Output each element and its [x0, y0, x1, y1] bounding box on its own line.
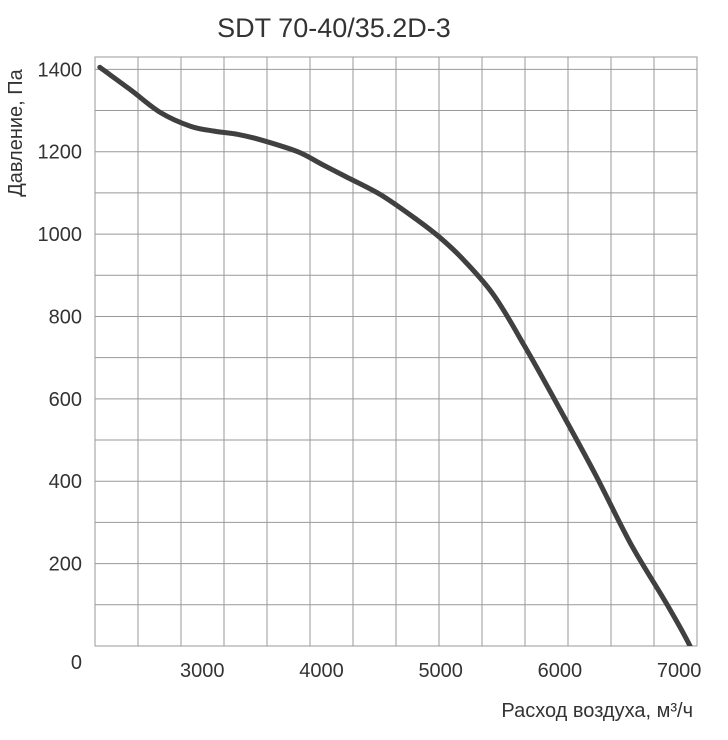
x-tick-label: 3000: [180, 660, 225, 682]
x-tick-label: 5000: [418, 660, 463, 682]
x-axis-ticks: 3000 4000 5000 6000 7000: [180, 660, 701, 682]
y-tick-label: 600: [49, 389, 82, 411]
chart-title: SDT 70-40/35.2D-3: [217, 13, 451, 43]
y-tick-label: 1000: [38, 224, 83, 246]
y-tick-label: 1200: [38, 142, 83, 164]
plot-frame: [94, 56, 698, 647]
y-tick-label: 400: [49, 471, 82, 493]
curve-layer: [97, 64, 693, 646]
x-tick-label: 7000: [657, 660, 702, 682]
x-tick-label: 6000: [538, 660, 583, 682]
x-tick-label: 4000: [299, 660, 344, 682]
pressure-curve: [97, 64, 693, 646]
y-tick-label: 1400: [38, 59, 83, 81]
y-tick-label: 200: [49, 554, 82, 576]
y-tick-label: 800: [49, 306, 82, 328]
y-axis-ticks: 0 200 400 600 800 1000 1200 1400: [38, 59, 83, 674]
y-axis-label: Давление, Па: [5, 68, 27, 196]
x-axis-label: Расход воздуха, м³/ч: [501, 700, 693, 722]
grid: [95, 57, 697, 646]
y-tick-label: 0: [71, 652, 82, 674]
